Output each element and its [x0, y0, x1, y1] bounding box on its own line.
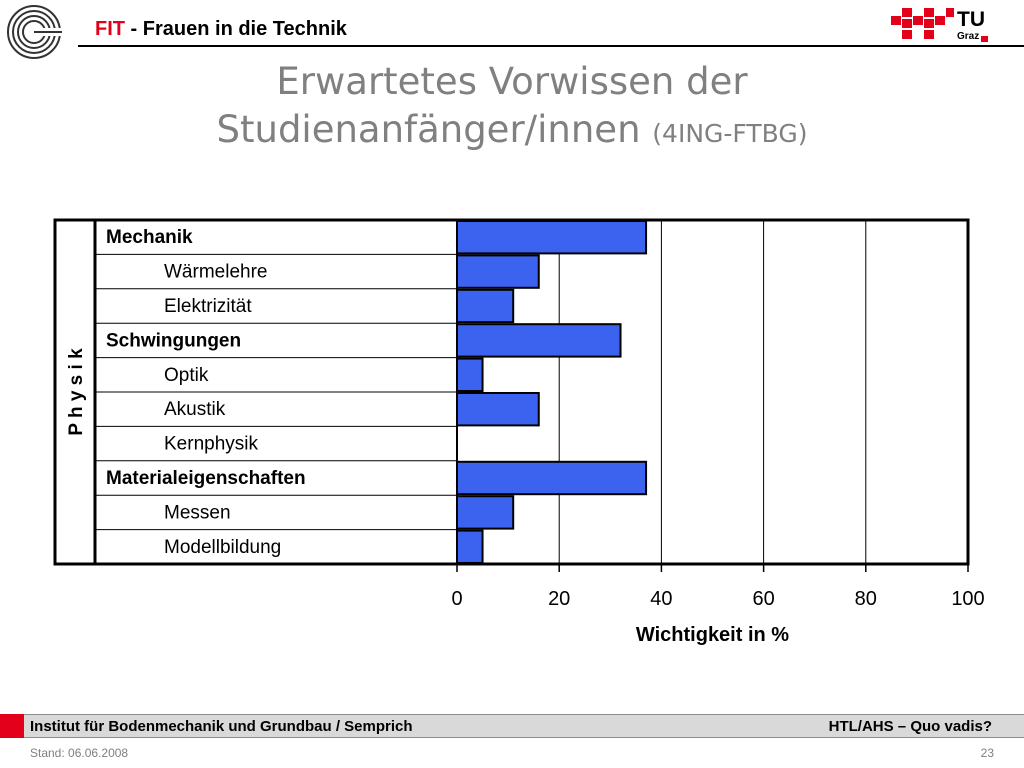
footer-date: Stand: 06.06.2008 [30, 746, 129, 760]
chart-frame [53, 218, 970, 566]
footer-accent [0, 714, 24, 738]
header-divider [78, 45, 1024, 47]
slide-title: Erwartetes Vorwissen der Studienanfänger… [0, 58, 1024, 158]
category-label: Wärmelehre [164, 262, 267, 283]
x-tick-label: 60 [752, 588, 774, 610]
x-axis-label: Wichtigkeit in % [636, 624, 789, 646]
category-label: Akustik [164, 399, 226, 420]
tu-logo-text: TU [957, 8, 985, 31]
x-tick-label: 40 [650, 588, 672, 610]
x-tick-label: 0 [451, 588, 462, 610]
x-tick-label: 20 [548, 588, 570, 610]
category-label: Schwingungen [106, 330, 241, 351]
category-label: Elektrizität [164, 296, 252, 317]
bar [456, 529, 484, 564]
fit-label: FIT [95, 18, 125, 40]
category-label: Messen [164, 502, 231, 523]
bar [456, 288, 515, 324]
slide-title-line2: Studienanfänger/innen (4ING-FTBG) [0, 106, 1024, 158]
bar [456, 460, 648, 496]
category-label: Materialeigenschaften [106, 468, 306, 489]
page-number: 23 [980, 746, 994, 760]
x-tick-label: 100 [951, 588, 984, 610]
header-title-text: - Frauen in die Technik [125, 18, 347, 40]
x-tick-label: 80 [855, 588, 877, 610]
slide-title-main: Studienanfänger/innen [216, 108, 641, 151]
bar [456, 254, 540, 289]
bar [456, 392, 540, 427]
institute-logo [7, 5, 62, 59]
group-label: P h y s i k [66, 348, 87, 436]
category-label: Mechanik [106, 227, 193, 248]
footer-bar [0, 714, 1024, 738]
bar [456, 220, 648, 255]
header-title: FIT - Frauen in die Technik [95, 18, 347, 41]
category-label: Optik [164, 365, 209, 386]
slide-title-line1: Erwartetes Vorwissen der [276, 60, 748, 103]
bar [456, 357, 484, 393]
category-label: Kernphysik [164, 434, 258, 455]
slide-title-sub: (4ING-FTBG) [652, 119, 808, 148]
bar [456, 323, 622, 358]
tu-graz-logo [891, 8, 988, 42]
bar-chart: Mechanik Wärmelehre Elektrizität Schwingung… [53, 218, 985, 646]
bar [456, 495, 515, 530]
footer-institute: Institut für Bodenmechanik und Grundbau … [30, 718, 413, 735]
category-label: Modellbildung [164, 537, 281, 558]
graz-logo-text: Graz [957, 31, 980, 42]
footer-presentation-title: HTL/AHS – Quo vadis? [828, 718, 992, 735]
